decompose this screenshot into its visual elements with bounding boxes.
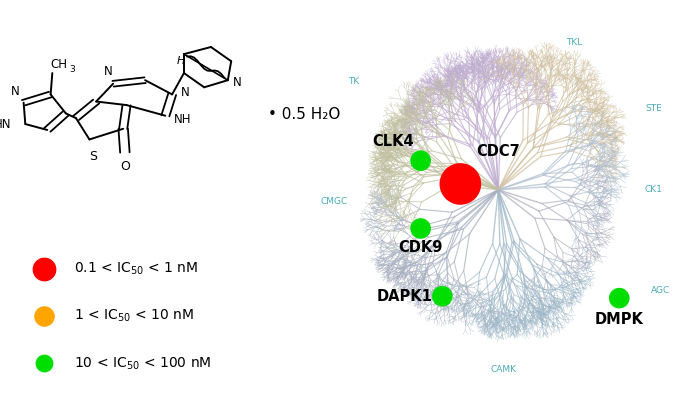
Text: NH: NH bbox=[174, 113, 191, 126]
Text: CH: CH bbox=[51, 58, 68, 71]
Text: N: N bbox=[11, 85, 20, 98]
Text: • 0.5 H₂O: • 0.5 H₂O bbox=[267, 107, 340, 122]
Text: 10 < IC$_{50}$ < 100 nM: 10 < IC$_{50}$ < 100 nM bbox=[74, 355, 212, 372]
Point bbox=[415, 158, 426, 164]
Point bbox=[614, 295, 624, 301]
Point bbox=[38, 360, 49, 367]
Text: N: N bbox=[233, 76, 242, 89]
Point bbox=[437, 293, 448, 299]
Point bbox=[38, 265, 49, 272]
Text: CMGC: CMGC bbox=[321, 197, 348, 206]
Point bbox=[415, 225, 426, 231]
Text: 0.1 < IC$_{50}$ < 1 nM: 0.1 < IC$_{50}$ < 1 nM bbox=[74, 260, 198, 277]
Point bbox=[455, 181, 466, 187]
Text: S: S bbox=[89, 150, 97, 163]
Text: O: O bbox=[120, 160, 130, 173]
Text: CAMK: CAMK bbox=[491, 365, 516, 374]
Text: CDC7: CDC7 bbox=[477, 143, 520, 158]
Text: CDK9: CDK9 bbox=[398, 240, 443, 255]
Text: AGC: AGC bbox=[651, 286, 670, 295]
Text: CK1: CK1 bbox=[645, 185, 662, 194]
Text: 3: 3 bbox=[69, 65, 75, 74]
Text: STE: STE bbox=[645, 104, 662, 113]
Text: DMPK: DMPK bbox=[595, 312, 644, 327]
Text: 1 < IC$_{50}$ < 10 nM: 1 < IC$_{50}$ < 10 nM bbox=[74, 308, 194, 324]
Point bbox=[38, 313, 49, 319]
Text: HN: HN bbox=[0, 118, 11, 130]
Text: DAPK1: DAPK1 bbox=[377, 289, 432, 304]
Text: TKL: TKL bbox=[566, 38, 583, 47]
Text: CLK4: CLK4 bbox=[373, 134, 414, 149]
Text: N: N bbox=[180, 86, 189, 98]
Text: H: H bbox=[176, 56, 185, 66]
Text: TK: TK bbox=[348, 77, 360, 86]
Text: N: N bbox=[104, 65, 112, 78]
